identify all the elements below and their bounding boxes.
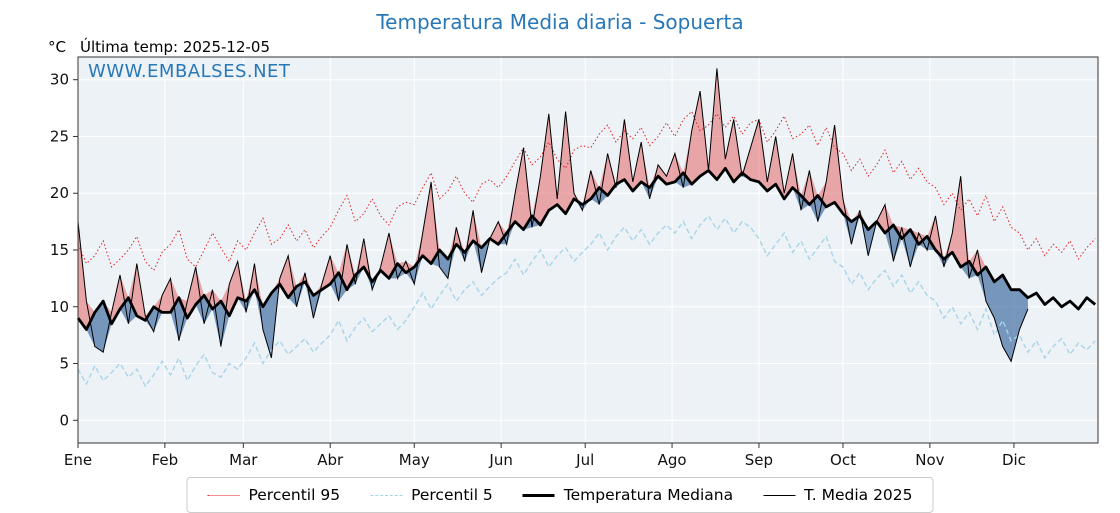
figure: Temperatura Media diaria - Sopuerta °C Ú… [48, 10, 1099, 513]
legend: Percentil 95 Percentil 5 Temperatura Med… [186, 477, 934, 513]
x-tick-label: Sep [745, 451, 773, 469]
x-tick-label: Mar [229, 451, 258, 469]
legend-label-percentil-5: Percentil 5 [411, 486, 493, 504]
legend-item-percentil-95: Percentil 95 [207, 486, 340, 504]
percentil-5-line [77, 214, 1096, 388]
percentil-95-line-sample [207, 494, 240, 496]
y-tick-label: 30 [50, 71, 69, 89]
x-tick-label: Nov [915, 451, 944, 469]
legend-label-mediana: Temperatura Mediana [563, 486, 734, 504]
y-tick-label: 15 [50, 241, 69, 259]
last-temp-annotation: Última temp: 2025-12-05 [80, 38, 271, 56]
x-tick-label: Dic [1002, 451, 1026, 469]
y-axis-unit-label: °C [48, 38, 66, 56]
legend-item-mediana: Temperatura Mediana [522, 486, 734, 504]
x-tick-label: Abr [317, 451, 344, 469]
x-tick-label: Jul [575, 451, 594, 469]
temperatura-mediana-line [76, 166, 1097, 331]
t-media-2025-line [77, 68, 1029, 363]
legend-item-percentil-5: Percentil 5 [370, 486, 493, 504]
y-tick-label: 10 [50, 298, 69, 316]
percentil-5-line-sample [370, 494, 403, 496]
legend-label-percentil-95: Percentil 95 [248, 486, 341, 504]
x-tick-label: Feb [152, 451, 179, 469]
x-tick-label: Oct [830, 451, 856, 469]
above-median-fill [78, 68, 1028, 330]
y-tick-label: 5 [59, 355, 69, 373]
t-media-2025-line-sample [763, 494, 796, 496]
mediana-line-sample [522, 493, 555, 497]
temperature-chart: 0 5 10 15 20 25 30 Ene Feb Mar Abr May Jun Jul Ago Sep O… [50, 56, 1099, 469]
y-tick-label: 20 [50, 184, 69, 202]
x-tick-label: Ene [64, 451, 92, 469]
x-tick-label: Jun [488, 451, 512, 469]
watermark: WWW.EMBALSES.NET [88, 61, 291, 82]
legend-item-t-media-2025: T. Media 2025 [763, 486, 913, 504]
x-tick-label: May [399, 451, 430, 469]
x-tick-label: Ago [658, 451, 687, 469]
legend-label-t-media-2025: T. Media 2025 [804, 486, 913, 504]
chart-title: Temperatura Media diaria - Sopuerta [376, 10, 744, 34]
y-tick-label: 25 [50, 127, 69, 145]
y-tick-label: 0 [59, 411, 69, 429]
